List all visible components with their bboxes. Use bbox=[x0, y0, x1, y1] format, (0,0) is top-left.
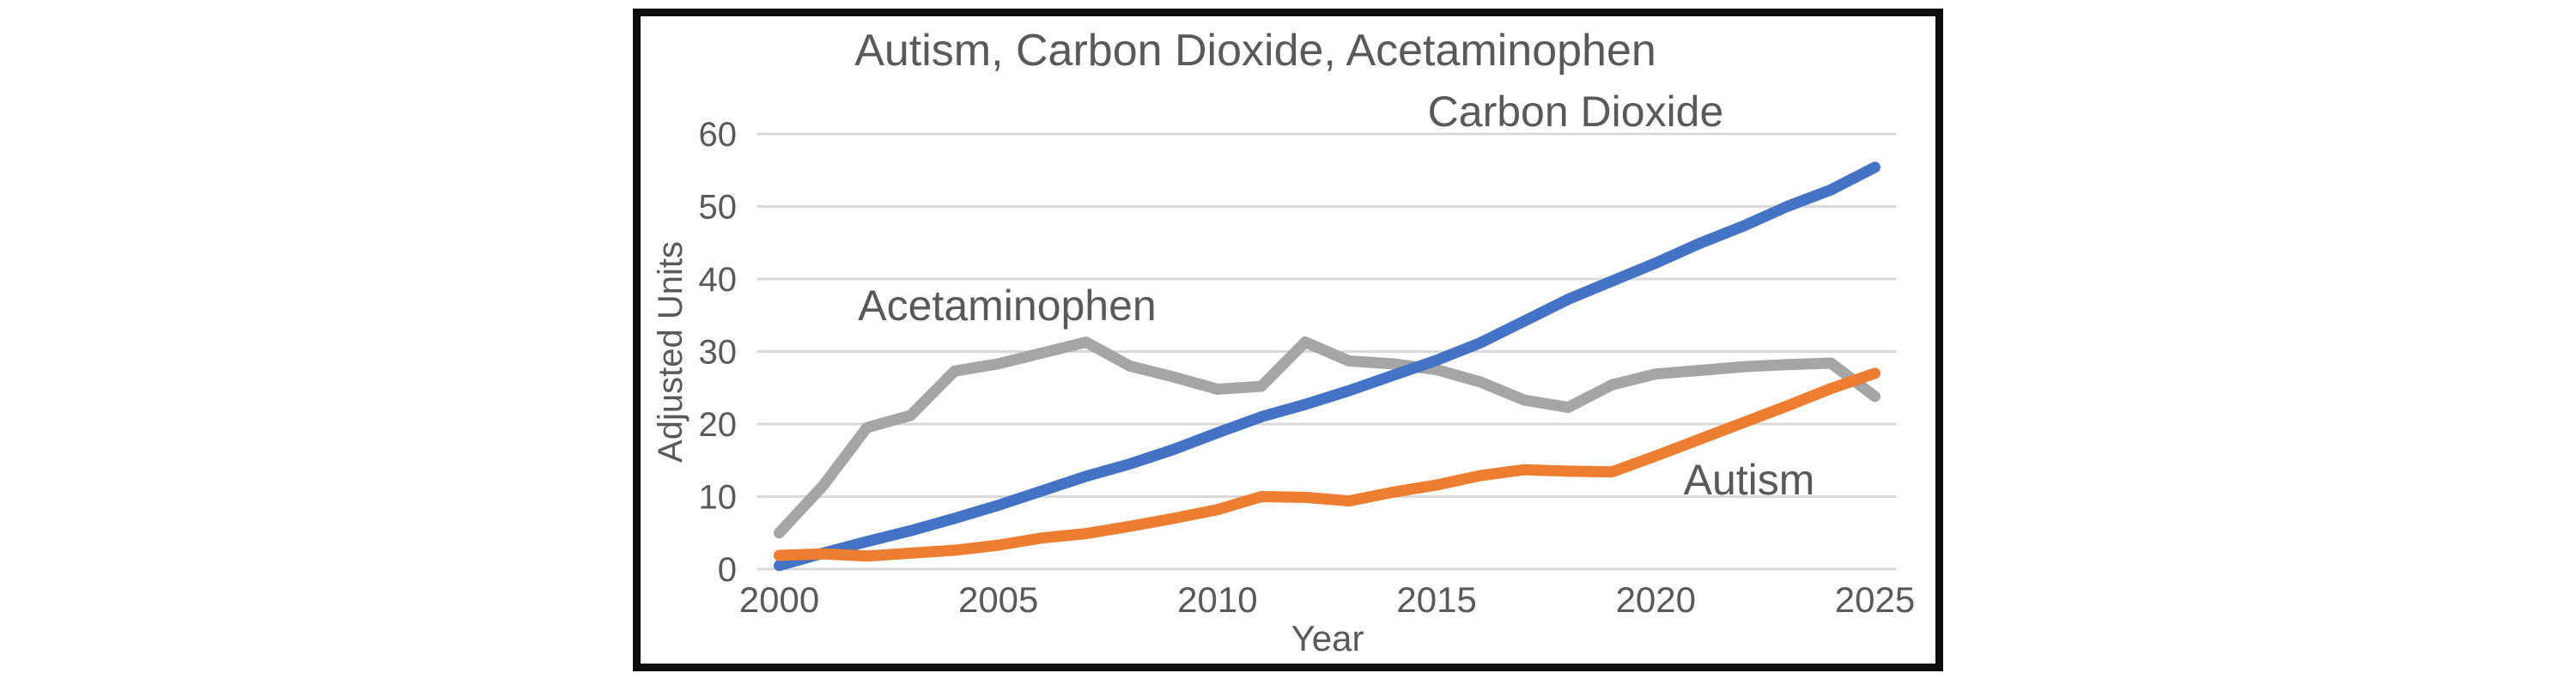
y-tick-label: 40 bbox=[699, 261, 738, 299]
chart-title: Autism, Carbon Dioxide, Acetaminophen bbox=[854, 26, 1656, 76]
y-axis-tick-labels: 0 10 20 30 40 50 60 bbox=[699, 116, 738, 589]
series-line-carbon-dioxide bbox=[774, 161, 1880, 572]
series-line-autism bbox=[774, 367, 1880, 562]
x-axis-tick-labels: 2000 2005 2010 2015 2020 2025 bbox=[739, 579, 1915, 620]
y-tick-label: 30 bbox=[699, 334, 738, 372]
x-tick-label: 2005 bbox=[958, 579, 1038, 620]
y-tick-label: 60 bbox=[699, 116, 738, 154]
y-axis-label: Adjusted Units bbox=[652, 241, 690, 463]
x-tick-label: 2020 bbox=[1616, 579, 1696, 620]
series-label-carbon-dioxide: Carbon Dioxide bbox=[1428, 88, 1724, 136]
y-tick-label: 50 bbox=[699, 189, 738, 227]
x-axis-label: Year bbox=[1291, 618, 1364, 658]
series-lines bbox=[774, 161, 1880, 572]
gridlines bbox=[756, 132, 1897, 571]
series-label-autism: Autism bbox=[1684, 456, 1815, 504]
y-tick-label: 20 bbox=[699, 406, 738, 444]
series-data-labels: Acetaminophen Carbon Dioxide Autism bbox=[858, 88, 1814, 504]
x-tick-label: 2010 bbox=[1177, 579, 1257, 620]
x-tick-label: 2025 bbox=[1835, 579, 1915, 620]
series-label-acetaminophen: Acetaminophen bbox=[858, 282, 1156, 330]
y-tick-label: 0 bbox=[718, 551, 737, 589]
series-line-acetaminophen bbox=[774, 336, 1880, 539]
x-tick-label: 2015 bbox=[1396, 579, 1476, 620]
y-tick-label: 10 bbox=[699, 479, 738, 517]
x-tick-label: 2000 bbox=[739, 579, 819, 620]
